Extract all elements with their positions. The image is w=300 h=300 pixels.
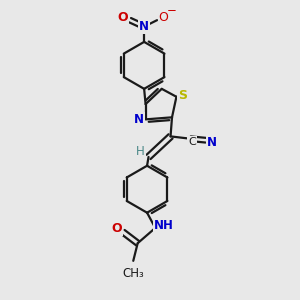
Text: CH₃: CH₃ <box>122 267 144 280</box>
Text: O: O <box>111 222 122 235</box>
Text: NH: NH <box>154 218 174 232</box>
Text: N: N <box>139 20 149 33</box>
Text: H: H <box>136 145 145 158</box>
Text: N: N <box>207 136 217 149</box>
Text: −: − <box>167 4 177 17</box>
Text: S: S <box>178 89 188 102</box>
Text: C: C <box>188 137 196 147</box>
Text: O: O <box>159 11 168 24</box>
Text: N: N <box>134 113 144 126</box>
Text: O: O <box>117 11 128 24</box>
